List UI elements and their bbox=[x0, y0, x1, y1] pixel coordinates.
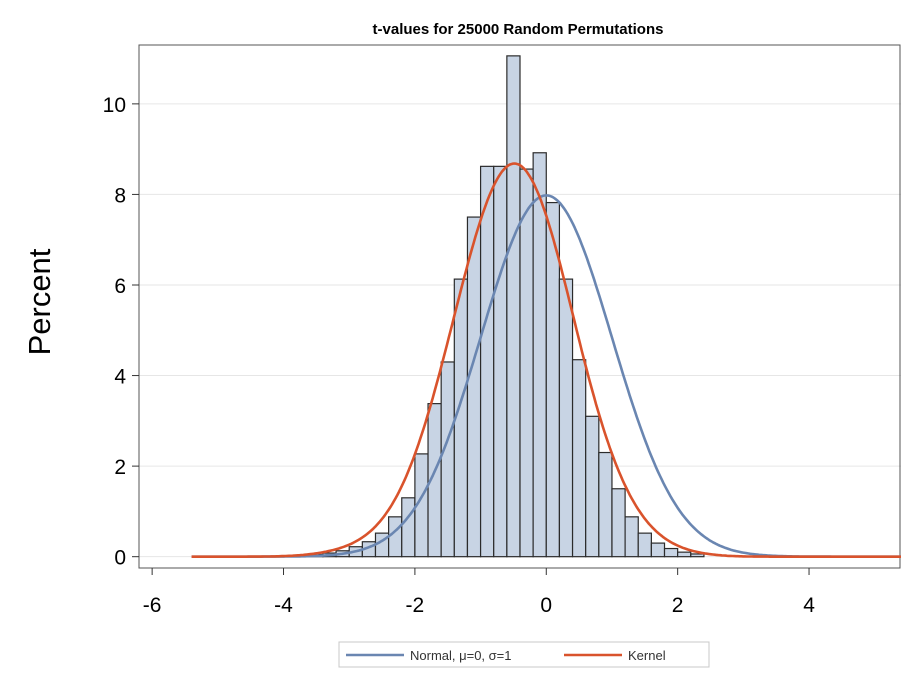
legend-label-normal: Normal, μ=0, σ=1 bbox=[410, 648, 512, 663]
histogram-bar bbox=[506, 55, 521, 558]
x-tick-label: 0 bbox=[540, 594, 552, 617]
histogram-bar bbox=[571, 359, 587, 558]
plot-frame bbox=[138, 44, 901, 569]
y-tick-label: 4 bbox=[114, 366, 126, 389]
y-tick-label: 8 bbox=[114, 184, 126, 207]
x-tick-label: -2 bbox=[406, 594, 425, 617]
legend: Normal, μ=0, σ=1 Kernel bbox=[338, 641, 710, 668]
legend-label-kernel: Kernel bbox=[628, 648, 666, 663]
histogram-bar bbox=[388, 516, 403, 558]
histogram-bar bbox=[663, 547, 679, 558]
histogram-bar bbox=[519, 168, 534, 558]
histogram-bar bbox=[558, 278, 574, 558]
x-tick-label: -6 bbox=[143, 594, 162, 617]
histogram-bar bbox=[493, 165, 508, 558]
histogram-bar bbox=[585, 415, 600, 558]
y-tick-label: 6 bbox=[114, 275, 126, 298]
x-tick-label: 4 bbox=[803, 594, 815, 617]
histogram-bar bbox=[650, 542, 666, 558]
y-axis-label: Percent bbox=[22, 248, 57, 355]
histogram-bar bbox=[598, 451, 613, 558]
chart-title: t-values for 25000 Random Permutations bbox=[373, 21, 664, 38]
histogram-bar bbox=[440, 361, 455, 558]
y-tick-label: 0 bbox=[114, 547, 126, 570]
plot-area: 0 2 4 6 8 10 -6 -4 -2 0 2 4 bbox=[103, 44, 901, 617]
x-tick-label: 2 bbox=[672, 594, 684, 617]
histogram-bar bbox=[690, 553, 705, 558]
histogram-bar bbox=[624, 516, 639, 558]
kernel-curve bbox=[191, 162, 901, 559]
histogram-bar bbox=[479, 165, 495, 558]
x-tick-label: -4 bbox=[274, 594, 293, 617]
histogram-bar bbox=[637, 532, 652, 558]
y-tick-label: 10 bbox=[103, 94, 126, 117]
histogram-bar bbox=[466, 216, 482, 558]
histogram-bar bbox=[677, 551, 692, 558]
histogram-bar bbox=[611, 488, 626, 558]
histogram-bar bbox=[401, 497, 416, 558]
y-tick-label: 2 bbox=[114, 456, 126, 479]
